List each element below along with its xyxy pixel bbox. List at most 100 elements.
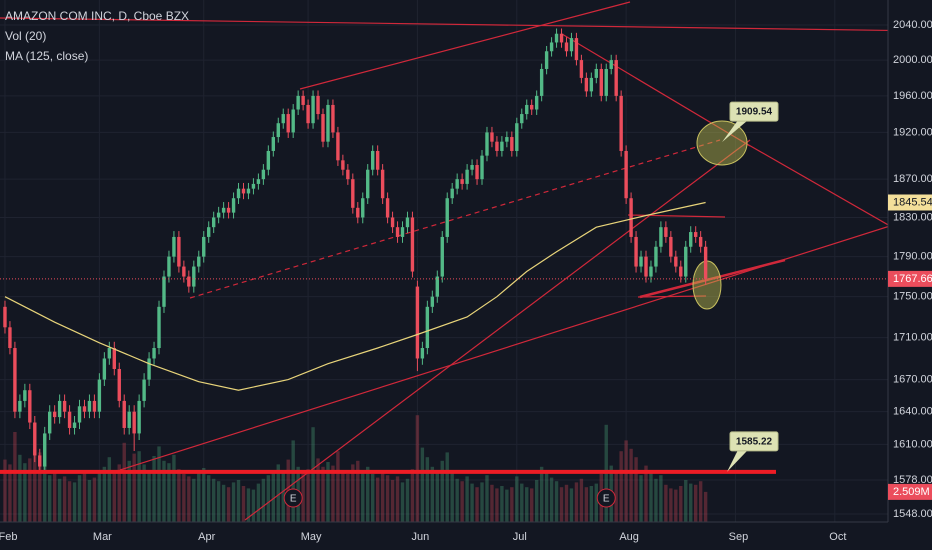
candle-body: [659, 227, 663, 247]
candle-body: [316, 95, 320, 115]
axis-price-label: 1767.66: [893, 273, 932, 285]
x-tick-label: Oct: [829, 531, 846, 543]
candle-body: [52, 411, 57, 418]
x-tick-label: Aug: [619, 531, 639, 543]
y-tick-label: 1750.00: [893, 291, 932, 303]
ma-line: [4, 201, 706, 391]
candle-body: [624, 150, 628, 199]
volume-bar: [97, 472, 102, 522]
volume-bar: [207, 475, 211, 522]
volume-bar: [684, 480, 688, 522]
candle-body: [669, 236, 673, 257]
candle-body: [127, 411, 131, 428]
candle-body: [679, 266, 683, 277]
event-marker: [596, 488, 616, 508]
candle-body: [515, 123, 519, 151]
highlight: [696, 120, 748, 166]
candle-body: [505, 137, 509, 142]
volume-bar: [380, 471, 385, 522]
candle-body: [241, 188, 246, 194]
candle-body: [182, 266, 186, 277]
candle-body: [609, 60, 613, 69]
volume-bar: [450, 471, 454, 522]
candle-body: [152, 348, 156, 359]
y-tick-label: 1640.00: [893, 406, 932, 418]
candle-body: [256, 179, 261, 184]
candle-body: [142, 379, 146, 401]
volume-bar: [321, 466, 325, 522]
volume-bar: [405, 478, 410, 522]
candle-body: [525, 104, 529, 115]
volume-bar: [614, 470, 618, 522]
volume-bar: [415, 415, 420, 522]
candle-body: [614, 60, 618, 96]
candle-body: [460, 179, 464, 184]
volume-bar: [112, 470, 116, 522]
volume-bar: [589, 486, 594, 522]
candle-body: [77, 406, 82, 423]
volume-bar: [361, 470, 365, 522]
volume-bar: [311, 427, 315, 522]
volume-bar: [395, 476, 400, 522]
callout-pointer: [727, 449, 748, 472]
candle-body: [644, 256, 648, 277]
candle-body: [410, 217, 415, 272]
volume-bar: [659, 475, 663, 522]
volume-bar: [485, 475, 489, 522]
candle-body: [3, 306, 7, 328]
volume-bar: [152, 456, 156, 522]
candle-body: [440, 236, 444, 277]
volume-bar: [520, 483, 524, 522]
volume-bar: [470, 483, 474, 522]
candle-body: [28, 390, 32, 423]
x-tick-label: May: [301, 531, 322, 543]
candle-body: [530, 104, 534, 110]
candle-body: [351, 179, 355, 208]
candle-body: [57, 400, 62, 418]
volume-bar: [187, 476, 191, 522]
volume-bar: [460, 481, 464, 522]
volume-bar: [137, 451, 141, 522]
volume-bar: [291, 440, 295, 522]
candle-body: [87, 400, 92, 412]
candle-body: [385, 198, 390, 218]
volume-bar: [703, 491, 708, 522]
volume-bar: [390, 480, 395, 522]
candle-body: [306, 104, 310, 124]
candle-body: [157, 306, 161, 349]
candle-body: [375, 150, 380, 170]
volume-bar: [216, 481, 221, 522]
candle-body: [192, 266, 196, 287]
volume-bar: [167, 463, 171, 522]
candle-body: [634, 236, 638, 267]
volume-bar: [57, 478, 62, 522]
volume-bar: [241, 486, 246, 522]
trend-line: [639, 258, 786, 299]
volume-bar: [510, 487, 514, 522]
candle-body: [490, 132, 494, 142]
volume-bar: [301, 472, 305, 522]
candle-body: [534, 95, 539, 110]
candle-body: [450, 188, 454, 199]
candle-body: [500, 141, 504, 151]
candle-body: [390, 217, 395, 228]
volume-bar: [351, 464, 355, 522]
volume-bar: [530, 488, 534, 522]
candle-body: [62, 400, 67, 412]
volume-bar: [127, 460, 131, 522]
volume-bar: [440, 460, 444, 522]
volume-bar: [465, 476, 469, 522]
callout-label: 1585.22: [736, 437, 773, 448]
volume-bar: [72, 482, 77, 522]
volume-bar: [525, 487, 529, 522]
candle-body: [654, 246, 658, 267]
volume-bar: [584, 487, 589, 522]
candle-body: [276, 123, 280, 138]
volume-bar: [594, 483, 599, 522]
volume-bar: [410, 469, 415, 522]
volume-bar: [634, 457, 638, 522]
volume-bar: [281, 470, 285, 522]
y-tick-label: 1870.00: [893, 173, 932, 185]
volume-bar: [132, 453, 136, 522]
